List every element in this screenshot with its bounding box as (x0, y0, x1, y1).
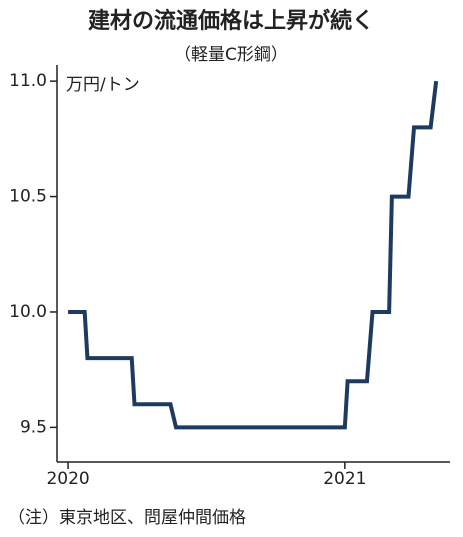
x-tick-label: 2020 (46, 469, 89, 489)
y-tick-label: 11.0 (9, 71, 47, 91)
note: （注）東京地区、問屋仲間価格 (8, 508, 246, 528)
line-series (68, 80, 439, 430)
x-tick-label: 2021 (323, 469, 366, 489)
y-axis-unit: 万円/トン (66, 75, 140, 95)
chart-subtitle: （軽量C形鋼） (174, 45, 288, 65)
y-tick-label: 10.0 (9, 302, 47, 322)
y-tick-label: 9.5 (20, 417, 47, 437)
chart-title: 建材の流通価格は上昇が続く (88, 8, 374, 34)
y-tick-label: 10.5 (9, 187, 47, 207)
